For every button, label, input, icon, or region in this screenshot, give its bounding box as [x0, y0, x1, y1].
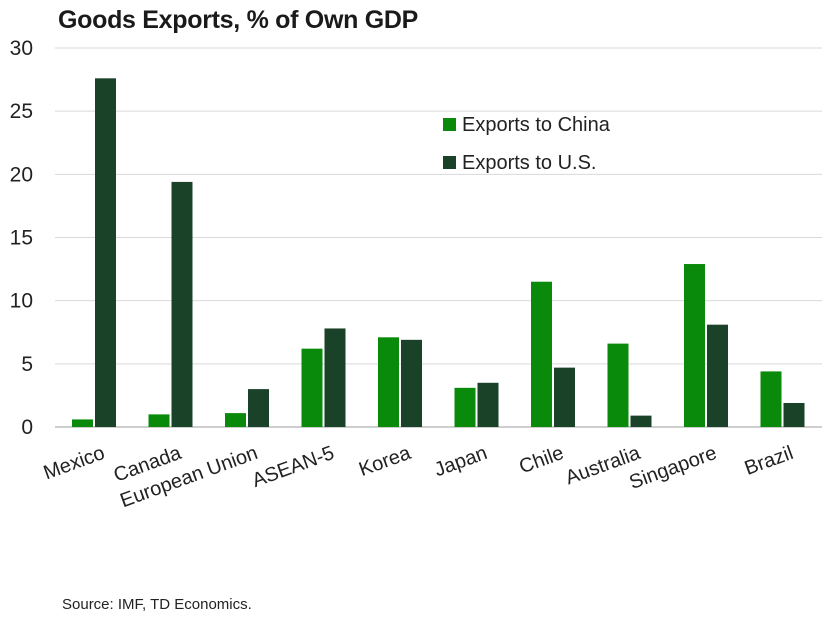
bar-us-australia — [630, 415, 652, 427]
bar-us-canada — [171, 181, 193, 427]
x-tick-label: Mexico — [41, 442, 108, 484]
bar-china-brazil — [760, 371, 782, 427]
bar-us-chile — [554, 367, 575, 427]
bar-china-singapore — [684, 264, 705, 427]
bar-china-japan — [454, 387, 476, 427]
bar-us-asean-5 — [324, 328, 346, 427]
bar-china-asean-5 — [301, 348, 323, 427]
y-tick-label: 15 — [10, 227, 33, 250]
y-tick-label: 10 — [10, 290, 33, 313]
x-tick-label: ASEAN-5 — [249, 442, 337, 492]
bar-us-european-union — [248, 389, 269, 427]
x-tick-label: Brazil — [742, 442, 797, 480]
legend-label: Exports to U.S. — [462, 152, 597, 174]
bar-us-japan — [477, 382, 499, 427]
y-tick-label: 0 — [21, 416, 33, 439]
legend-swatch — [443, 118, 456, 131]
legend-swatch — [443, 156, 456, 169]
bar-us-mexico — [95, 78, 116, 427]
bar-us-singapore — [707, 324, 728, 427]
y-tick-label: 25 — [10, 100, 33, 123]
y-tick-label: 30 — [10, 37, 33, 60]
bar-china-chile — [531, 281, 552, 427]
chart-title: Goods Exports, % of Own GDP — [58, 6, 418, 34]
bar-china-european-union — [225, 413, 246, 427]
source-note: Source: IMF, TD Economics. — [62, 596, 252, 613]
legend-label: Exports to China — [462, 114, 611, 136]
bar-china-canada — [148, 414, 170, 427]
y-tick-label: 5 — [21, 353, 33, 376]
bar-china-korea — [378, 337, 399, 427]
x-tick-label: Chile — [516, 442, 566, 478]
x-tick-label: Japan — [431, 442, 490, 481]
bar-china-australia — [607, 343, 629, 427]
bar-china-mexico — [72, 419, 93, 427]
x-tick-label: Singapore — [626, 442, 719, 494]
y-tick-label: 20 — [10, 163, 33, 186]
bar-us-brazil — [783, 402, 805, 427]
x-tick-label: Korea — [356, 442, 414, 481]
bar-us-korea — [401, 339, 422, 427]
